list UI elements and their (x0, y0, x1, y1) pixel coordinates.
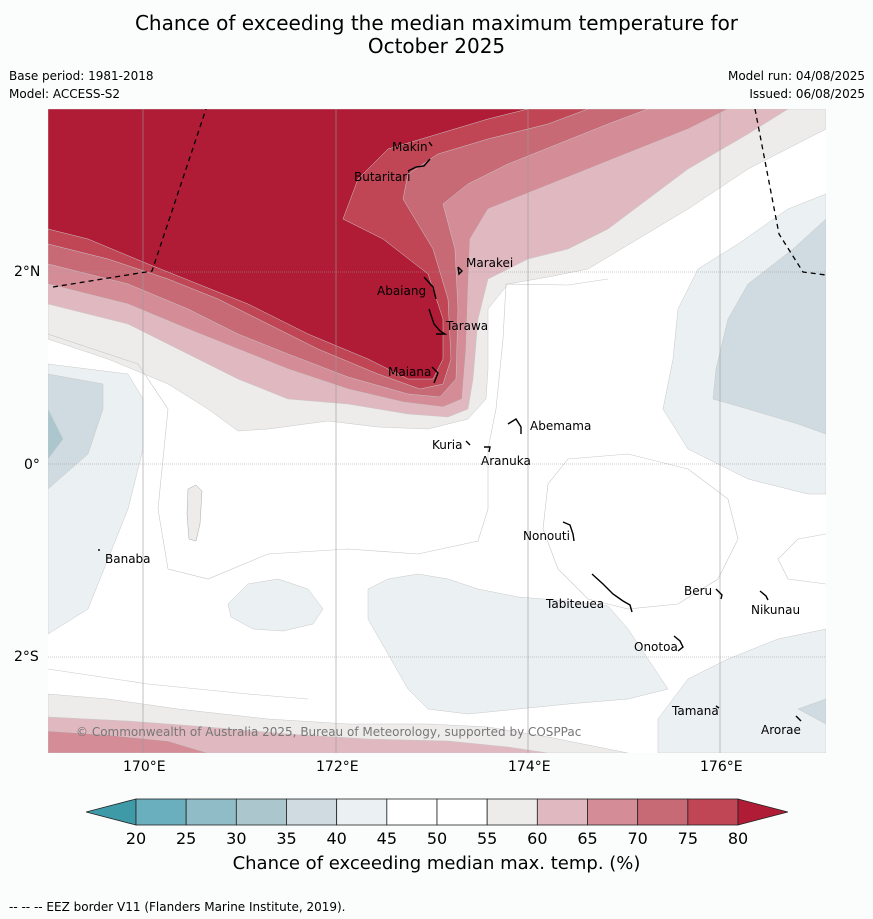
colorbar-bin (486, 798, 538, 826)
label-nikunau: Nikunau (751, 603, 800, 617)
label-makin: Makin (392, 140, 428, 154)
gridlines (48, 109, 826, 753)
model-run: Model run: 04/08/2025 (727, 69, 865, 83)
colorbar-high-extend (737, 798, 788, 826)
colorbar-tick-label: 70 (627, 829, 648, 848)
title-line-1: Chance of exceeding the median maximum t… (134, 11, 739, 35)
island-abaiang (423, 276, 437, 300)
contour-35-40-west (48, 373, 104, 490)
contour-40-45-patch (227, 578, 324, 632)
lat-label-2n: 2°N (14, 264, 41, 280)
base-period: Base period: 1981-2018 (9, 69, 154, 83)
colorbar-bin (587, 798, 639, 826)
contour-65-70-south (48, 730, 209, 753)
colorbar-bin (185, 798, 237, 826)
label-tabiteuea: Tabiteuea (545, 597, 604, 611)
label-abaiang: Abaiang (377, 284, 426, 298)
island-onotoa (673, 635, 684, 652)
island-kuria (465, 440, 471, 446)
colorbar-tick-label: 50 (426, 829, 448, 848)
colorbar-bin (235, 798, 287, 826)
colorbar-bin (536, 798, 588, 826)
colorbar-tick-label: 65 (577, 829, 598, 848)
colorbar-tick-label: 35 (276, 829, 297, 848)
contour-line-d (777, 533, 826, 585)
copyright-notice: © Commonwealth of Australia 2025, Bureau… (76, 725, 581, 739)
meta-left: Base period: 1981-2018 Model: ACCESS-S2 (9, 67, 154, 103)
island-nikunau (759, 590, 769, 601)
label-tarawa: Tarawa (445, 319, 488, 333)
lat-label-0: 0° (24, 457, 40, 473)
island-abemama (507, 418, 522, 434)
colorbar-tick-label: 80 (727, 829, 749, 848)
label-butaritari: Butaritari (354, 170, 411, 184)
contour-35-40-southeast (797, 698, 826, 725)
label-kuria: Kuria (432, 438, 463, 452)
lon-label-170e: 170°E (123, 759, 166, 775)
colorbar-tick-label: 25 (175, 829, 197, 848)
colorbar-bin (687, 798, 739, 826)
contour-line-a (48, 278, 609, 580)
colorbar-tick-label: 20 (125, 829, 147, 848)
contour-55-60-patch (186, 484, 203, 542)
label-banaba: Banaba (105, 552, 151, 566)
islands (98, 141, 802, 722)
island-makin (428, 141, 433, 147)
lon-label-174e: 174°E (508, 759, 551, 775)
island-nonouti (562, 521, 575, 542)
colorbar-low-extend (86, 798, 137, 826)
label-aranuka: Aranuka (481, 454, 531, 468)
contour-35-40-east (712, 218, 826, 435)
label-nonouti: Nonouti (523, 529, 570, 543)
issued-date: Issued: 06/08/2025 (749, 87, 865, 101)
island-aranuka (484, 446, 491, 453)
contour-above-80 (48, 109, 529, 380)
label-onotoa: Onotoa (634, 640, 678, 654)
colorbar-bin (637, 798, 689, 826)
colorbar-tick-label: 60 (527, 829, 548, 848)
island-tamana (715, 705, 720, 709)
eez-footnote: -- -- -- EEZ border V11 (Flanders Marine… (9, 900, 346, 914)
colorbar-label: Chance of exceeding median max. temp. (%… (232, 853, 641, 874)
island-tabiteuea (591, 573, 633, 613)
colorbar-tick-label: 45 (376, 829, 397, 848)
probability-map: Makin Butaritari Marakei Abaiang Tarawa … (48, 109, 826, 753)
title-line-2: October 2025 (367, 34, 506, 58)
label-arorae: Arorae (761, 723, 801, 737)
lat-label-2s: 2°S (14, 649, 39, 665)
island-beru (715, 588, 723, 600)
island-marakei (457, 266, 463, 276)
label-maiana: Maiana (388, 365, 431, 379)
label-beru: Beru (684, 584, 712, 598)
colorbar-bin (386, 798, 438, 826)
label-marakei: Marakei (466, 256, 513, 270)
colorbar-tick-label: 75 (677, 829, 698, 848)
colorbar-bin (336, 798, 388, 826)
colorbar-bin (135, 798, 187, 826)
island-butaritari (407, 158, 431, 172)
contour-40-45-southeast (657, 628, 826, 753)
colorbar-tick-label: 55 (476, 829, 498, 848)
label-tamana: Tamana (671, 704, 719, 718)
colorbar-bins (135, 798, 739, 826)
map-title: Chance of exceeding the median maximum t… (0, 12, 873, 58)
lon-label-176e: 176°E (700, 759, 743, 775)
meta-right: Model run: 04/08/2025 Issued: 06/08/2025 (728, 67, 865, 103)
contour-line-c (542, 453, 739, 610)
contour-40-45-south (367, 573, 669, 715)
colorbar (86, 798, 788, 826)
colorbar-tick-label: 40 (326, 829, 347, 848)
label-abemama: Abemama (530, 419, 591, 433)
colorbar-bin (286, 798, 338, 826)
colorbar-tick-label: 30 (226, 829, 247, 848)
contour-30-35-west (48, 408, 64, 460)
island-arorae (795, 715, 802, 722)
contour-line-b (48, 668, 309, 700)
eez-border (52, 109, 826, 288)
model-name: Model: ACCESS-S2 (9, 87, 121, 101)
colorbar-bin (436, 798, 488, 826)
island-tarawa (428, 308, 448, 335)
lon-label-172e: 172°E (316, 759, 359, 775)
island-maiana (431, 366, 439, 384)
